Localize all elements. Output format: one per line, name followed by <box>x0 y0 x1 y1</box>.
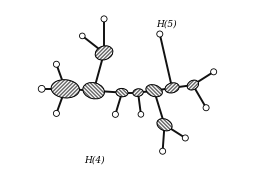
Ellipse shape <box>51 80 79 98</box>
Ellipse shape <box>165 83 179 93</box>
Circle shape <box>160 148 166 154</box>
Circle shape <box>38 85 45 92</box>
Ellipse shape <box>146 85 162 97</box>
Ellipse shape <box>116 88 128 97</box>
Ellipse shape <box>133 89 143 96</box>
Ellipse shape <box>95 46 113 60</box>
Ellipse shape <box>83 83 104 99</box>
Circle shape <box>101 16 107 22</box>
Ellipse shape <box>187 80 199 90</box>
Circle shape <box>182 135 188 141</box>
Circle shape <box>203 105 209 111</box>
Circle shape <box>54 110 60 116</box>
Circle shape <box>211 69 217 75</box>
Circle shape <box>138 112 144 117</box>
Circle shape <box>157 31 163 37</box>
Ellipse shape <box>157 119 172 131</box>
Circle shape <box>79 33 85 39</box>
Circle shape <box>112 111 118 117</box>
Text: H(5): H(5) <box>156 19 177 28</box>
Text: H(4): H(4) <box>84 155 105 164</box>
Circle shape <box>54 61 60 67</box>
